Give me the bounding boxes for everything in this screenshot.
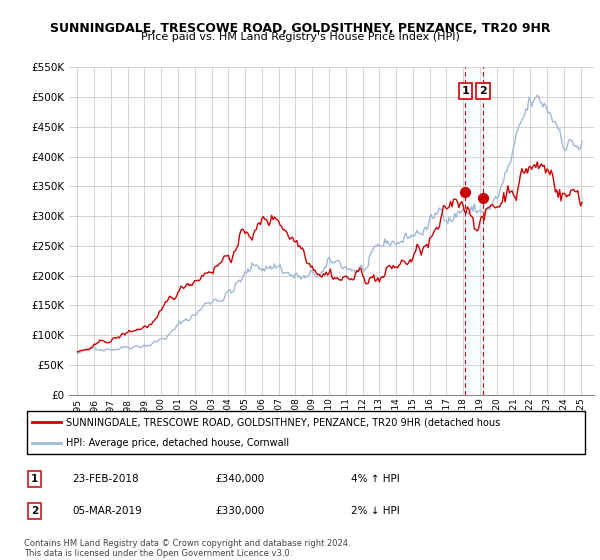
Text: 1: 1	[31, 474, 38, 484]
FancyBboxPatch shape	[27, 411, 585, 454]
Text: 2: 2	[31, 506, 38, 516]
Text: £330,000: £330,000	[216, 506, 265, 516]
Text: Contains HM Land Registry data © Crown copyright and database right 2024.
This d: Contains HM Land Registry data © Crown c…	[24, 539, 350, 558]
Text: Price paid vs. HM Land Registry's House Price Index (HPI): Price paid vs. HM Land Registry's House …	[140, 32, 460, 43]
Text: 4% ↑ HPI: 4% ↑ HPI	[351, 474, 400, 484]
Text: HPI: Average price, detached house, Cornwall: HPI: Average price, detached house, Corn…	[66, 438, 289, 448]
Text: 23-FEB-2018: 23-FEB-2018	[72, 474, 139, 484]
Text: SUNNINGDALE, TRESCOWE ROAD, GOLDSITHNEY, PENZANCE, TR20 9HR (detached hous: SUNNINGDALE, TRESCOWE ROAD, GOLDSITHNEY,…	[66, 417, 500, 427]
Text: 05-MAR-2019: 05-MAR-2019	[72, 506, 142, 516]
Text: 2% ↓ HPI: 2% ↓ HPI	[351, 506, 400, 516]
Text: SUNNINGDALE, TRESCOWE ROAD, GOLDSITHNEY, PENZANCE, TR20 9HR: SUNNINGDALE, TRESCOWE ROAD, GOLDSITHNEY,…	[50, 22, 550, 35]
Text: £340,000: £340,000	[216, 474, 265, 484]
Bar	[465, 67, 483, 395]
Text: 2: 2	[479, 86, 487, 96]
Text: 1: 1	[461, 86, 469, 96]
